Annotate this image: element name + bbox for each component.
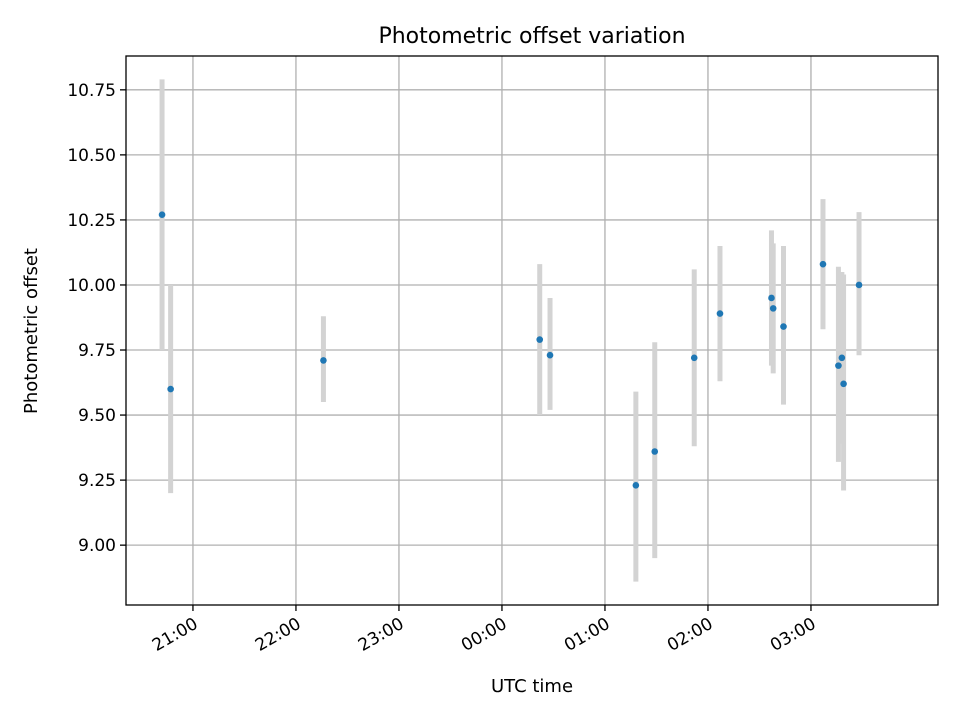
data-point xyxy=(158,211,166,219)
data-point xyxy=(651,448,659,455)
y-axis-ticks: 9.00 9.25 9.50 9.75 10.00 10.25 10.50 10.75 xyxy=(67,81,126,556)
y-tick-label: 10.00 xyxy=(67,276,116,296)
data-point xyxy=(632,482,640,489)
data-points xyxy=(158,211,863,489)
y-tick-label: 10.75 xyxy=(67,81,116,101)
data-point xyxy=(546,351,554,359)
data-point xyxy=(167,385,174,393)
data-point xyxy=(835,362,842,369)
data-point xyxy=(780,323,787,330)
data-point xyxy=(320,357,327,364)
y-tick-label: 9.75 xyxy=(78,341,116,361)
data-point xyxy=(819,260,827,268)
data-point xyxy=(769,305,777,312)
chart-title: Photometric offset variation xyxy=(378,24,685,49)
y-axis-label: Photometric offset xyxy=(21,248,42,414)
y-tick-label: 9.00 xyxy=(78,536,116,556)
data-point xyxy=(840,380,847,388)
data-point xyxy=(768,294,775,302)
data-point xyxy=(690,354,698,362)
plot-frame xyxy=(125,55,939,606)
grid-lines xyxy=(126,56,938,605)
y-tick-label: 10.25 xyxy=(67,211,116,231)
data-point xyxy=(716,310,724,317)
data-point xyxy=(838,354,846,362)
y-tick-label: 9.50 xyxy=(78,406,116,426)
y-tick-label: 10.50 xyxy=(67,146,116,166)
y-tick-label: 9.25 xyxy=(78,471,116,491)
data-point xyxy=(536,336,544,343)
x-axis-label: UTC time xyxy=(491,676,573,697)
data-point xyxy=(855,281,863,289)
